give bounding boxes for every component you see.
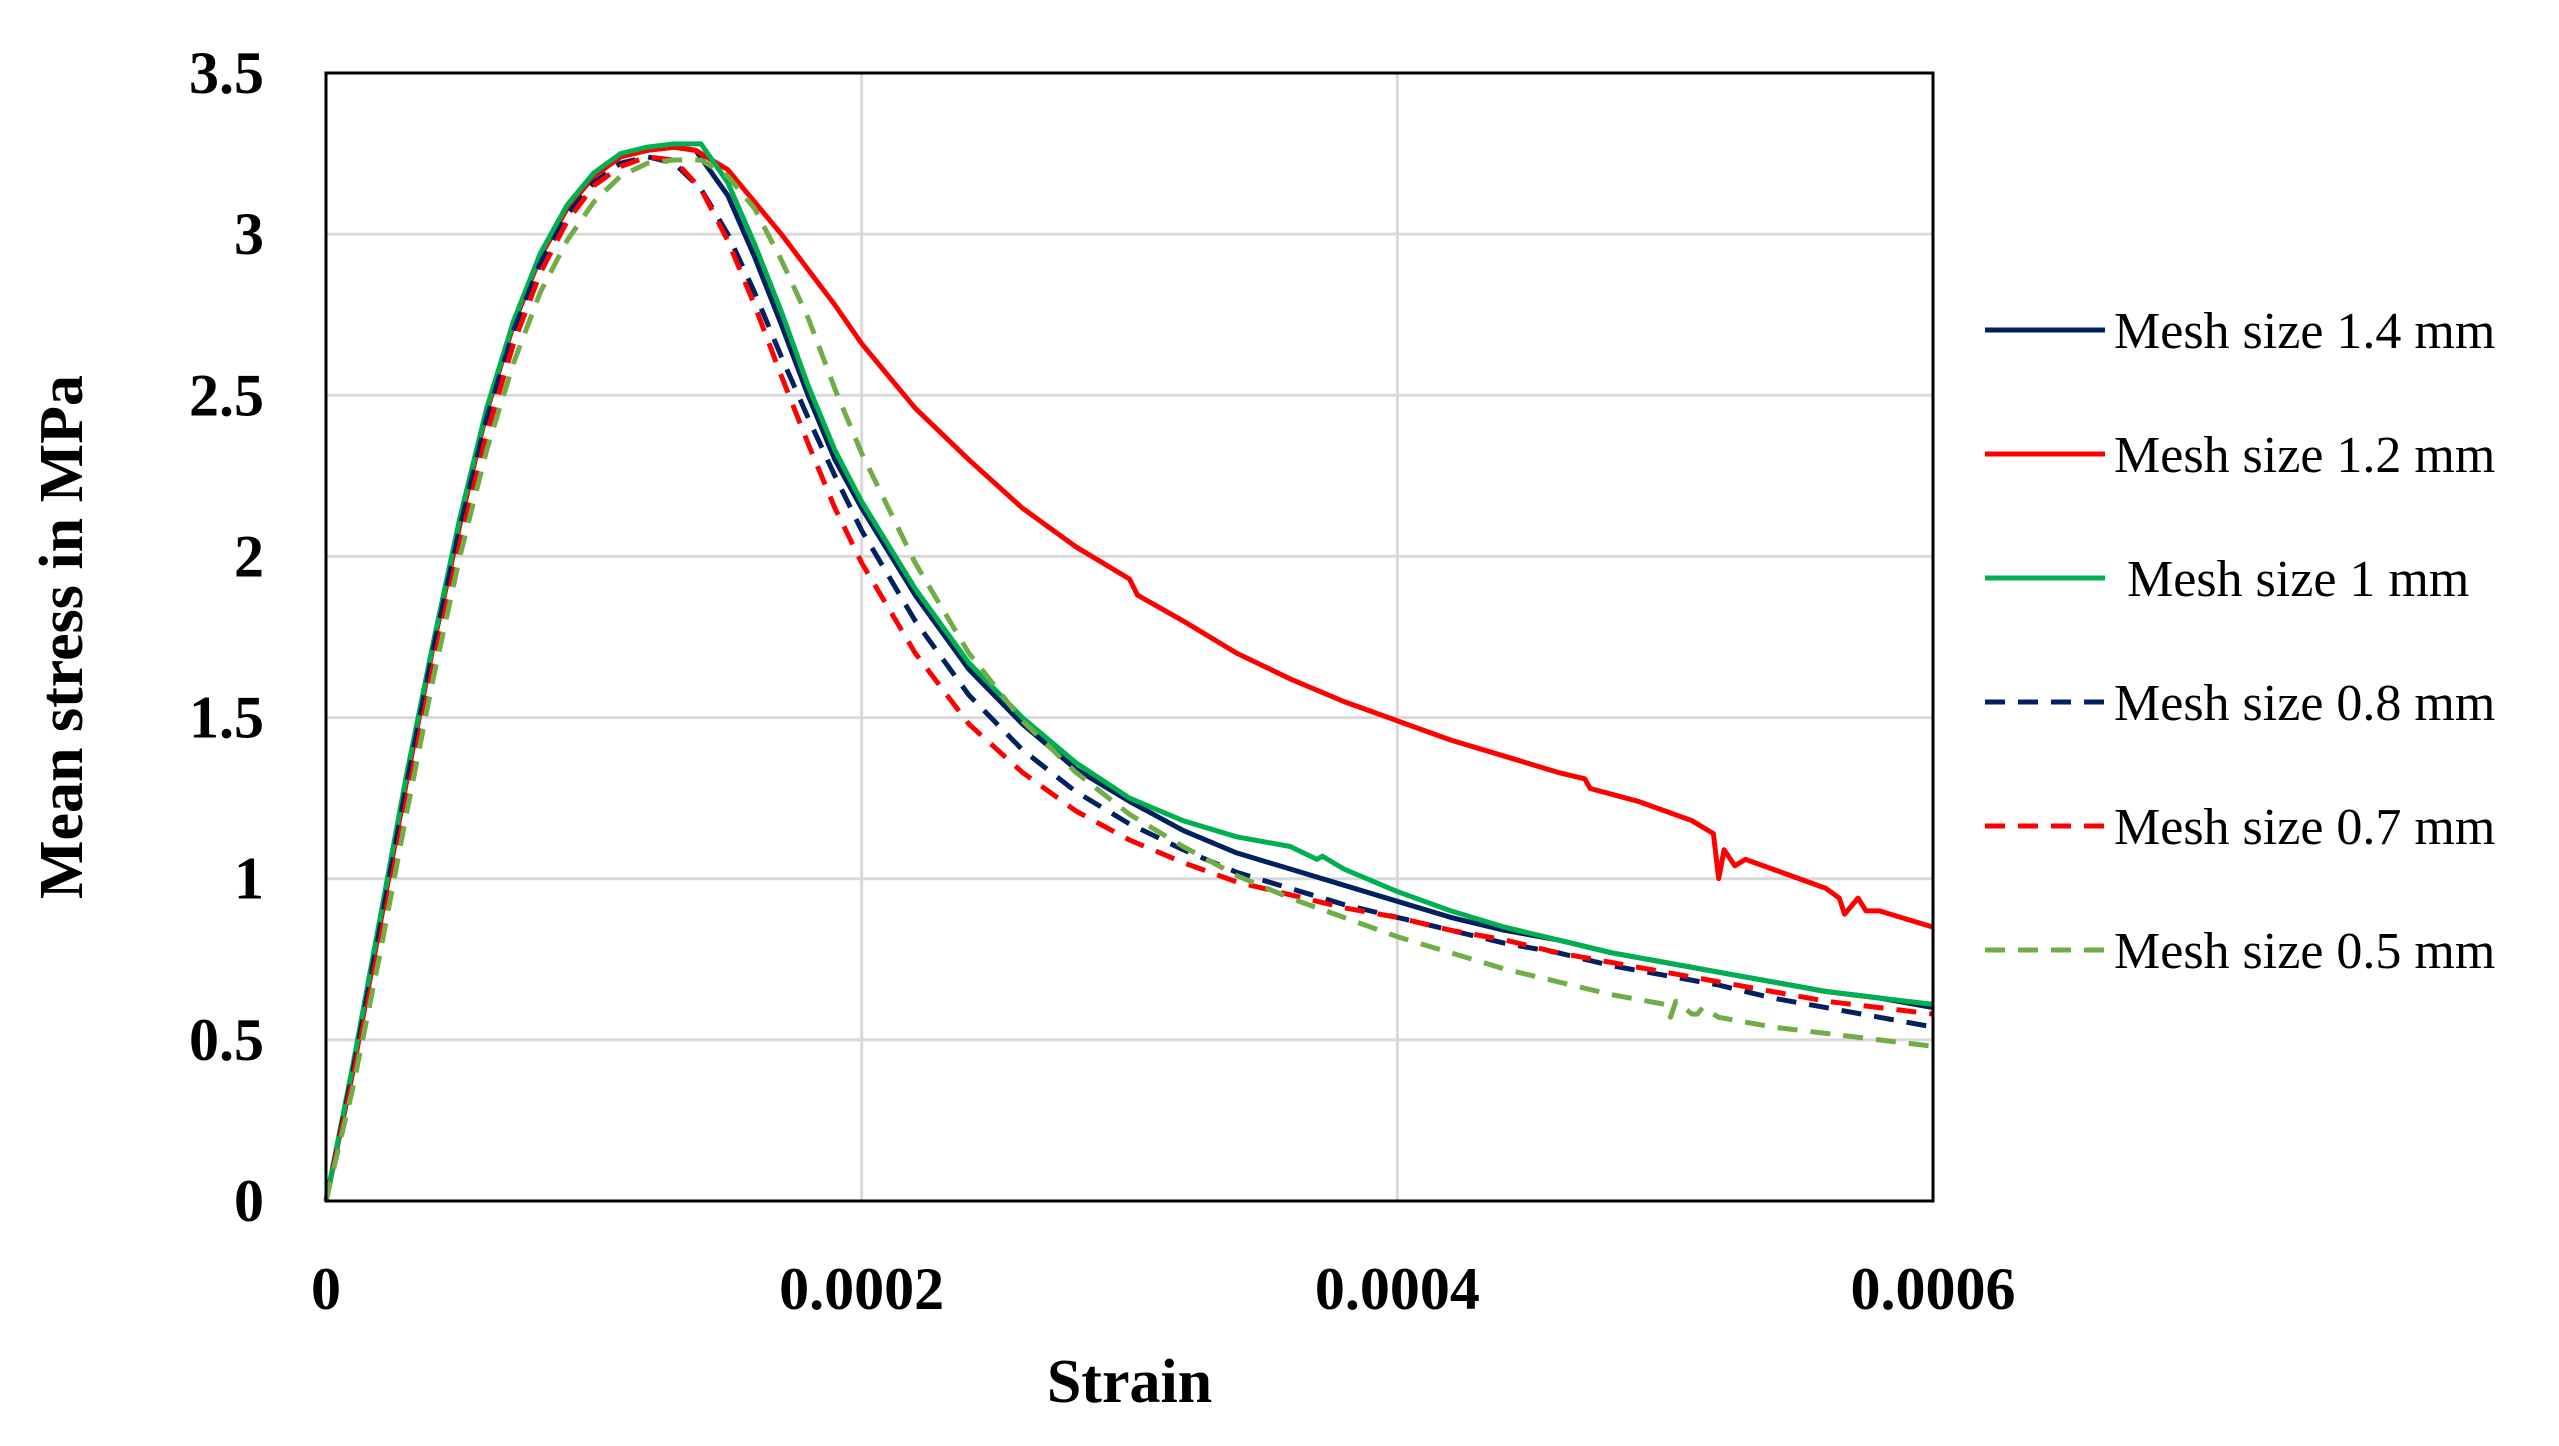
legend-label: Mesh size 0.5 mm: [2114, 923, 2495, 980]
grid-lines: [326, 73, 1933, 1201]
x-axis-title: Strain: [1047, 1348, 1212, 1416]
x-tick-label: 0.0002: [779, 1256, 944, 1322]
legend-label: Mesh size 0.7 mm: [2114, 799, 2495, 856]
series-line-2: [323, 144, 1934, 1202]
legend-label: Mesh size 0.8 mm: [2114, 675, 2495, 732]
y-tick-label: 2.5: [189, 362, 264, 428]
y-tick-label: 0.5: [189, 1007, 264, 1073]
legend: Mesh size 1.4 mm Mesh size 1.2 mm Mesh si…: [1985, 303, 2495, 980]
series-line-3: [323, 141, 1934, 1202]
x-tick-label: 0: [311, 1256, 341, 1322]
y-axis-title: Mean stress in MPa: [28, 375, 96, 899]
series-line-5: [323, 154, 1934, 1202]
legend-label: Mesh size 1.2 mm: [2114, 427, 2495, 484]
y-tick-label: 3: [234, 201, 264, 267]
y-tick-label: 3.5: [189, 40, 264, 106]
y-tick-label: 1: [234, 846, 264, 912]
series-line-4: [323, 154, 1934, 1202]
legend-label: Mesh size 1.4 mm: [2114, 303, 2495, 360]
y-tick-label: 1.5: [189, 685, 264, 751]
series-line-1: [323, 144, 1934, 1202]
y-tick-label: 2: [234, 523, 264, 589]
x-axis-tick-labels: 0 0.0002 0.0004 0.0006: [311, 1256, 2016, 1322]
y-tick-label: 0: [234, 1168, 264, 1234]
legend-label: Mesh size 1 mm: [2114, 551, 2469, 608]
x-tick-label: 0.0006: [1851, 1256, 2016, 1322]
plot-area-border: [324, 71, 1935, 1203]
series-line-6: [323, 157, 1934, 1202]
y-axis-tick-labels: 0 0.5 1 1.5 2 2.5 3 3.5: [189, 40, 264, 1234]
x-tick-label: 0.0004: [1315, 1256, 1480, 1322]
series-lines: [323, 141, 1934, 1202]
